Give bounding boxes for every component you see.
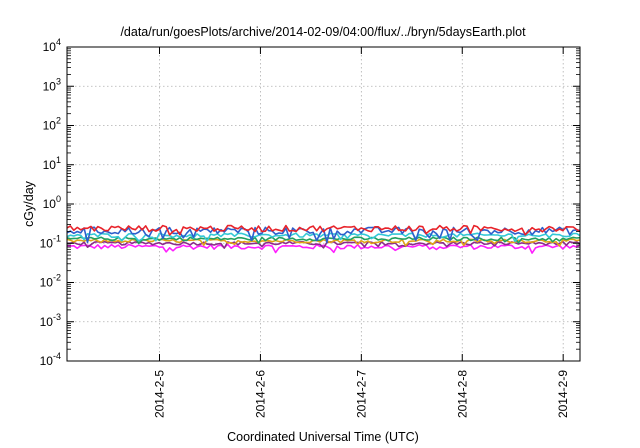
chart-title: /data/run/goesPlots/archive/2014-02-09/0… xyxy=(120,25,526,39)
x-tick-label: 2014-2-5 xyxy=(153,370,167,418)
series-line xyxy=(66,232,581,243)
x-tick-label: 2014-2-7 xyxy=(354,370,368,418)
y-tick-label: 101 xyxy=(43,155,61,172)
y-axis-label: cGy/day xyxy=(22,180,36,227)
y-tick-label: 103 xyxy=(43,76,61,93)
y-tick-label: 102 xyxy=(43,116,61,133)
y-tick-label: 10-2 xyxy=(40,273,61,290)
y-tick-label: 10-1 xyxy=(40,233,61,250)
series-line xyxy=(66,243,581,254)
y-tick-label: 10-3 xyxy=(40,312,61,329)
x-axis: 2014-2-5 2014-2-6 2014-2-7 2014-2-8 2014-2-9 xyxy=(153,47,570,418)
x-tick-label: 2014-2-6 xyxy=(253,370,267,418)
y-axis: 104 103 102 101 100 10-1 10-2 10-3 10-4 xyxy=(40,37,580,368)
series-line xyxy=(66,238,581,247)
x-tick-label: 2014-2-8 xyxy=(455,370,469,418)
y-tick-label: 100 xyxy=(43,194,61,211)
x-tick-label: 2014-2-9 xyxy=(556,370,570,418)
series-line xyxy=(66,224,581,236)
series-lines xyxy=(66,224,581,254)
y-tick-label: 10-4 xyxy=(40,351,61,368)
x-axis-label: Coordinated Universal Time (UTC) xyxy=(227,430,419,444)
grid-lines xyxy=(67,47,580,361)
y-tick-label: 104 xyxy=(43,37,61,54)
series-line xyxy=(66,240,581,249)
